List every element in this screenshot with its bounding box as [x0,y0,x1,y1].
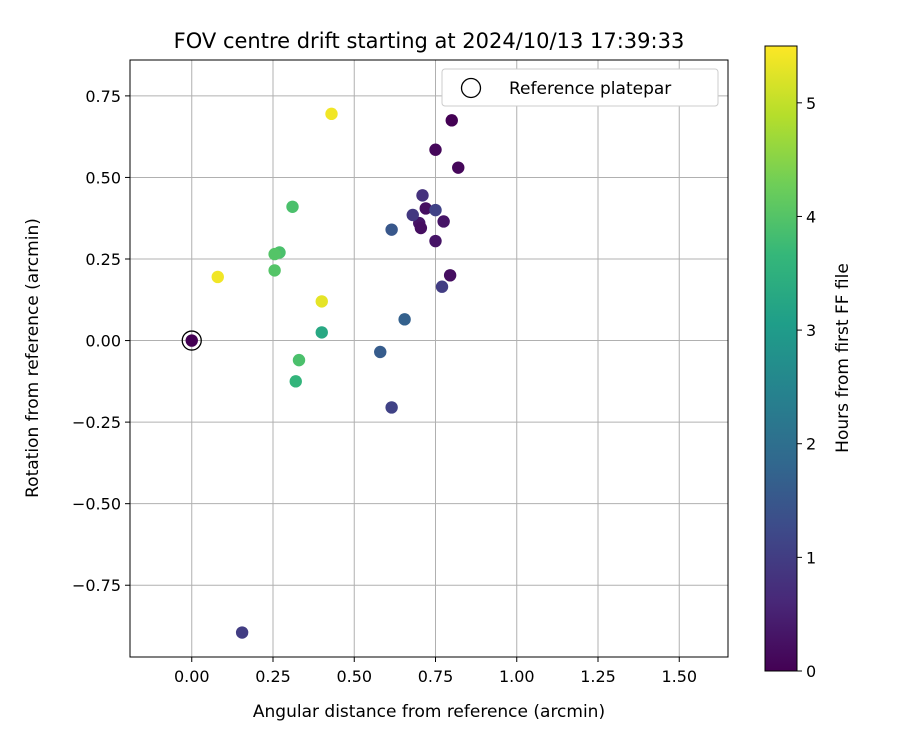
y-axis-ticks: 0.75 0.50 0.25 0.00 −0.25 −0.50 −0.75 [72,87,130,595]
colorbar-tick-label: 4 [806,207,816,226]
scatter-point [429,143,442,156]
x-tick-label: 1.50 [661,667,697,686]
x-axis-ticks: 0.00 0.25 0.50 0.75 1.00 1.25 1.50 [174,657,697,686]
reference-platepar-marker [181,330,202,351]
scatter-point [374,345,387,359]
y-axis-label: Rotation from reference (arcmin) [23,218,43,498]
legend: Reference platepar [441,68,719,107]
scatter-point [416,189,429,202]
grid-lines [130,60,728,657]
colorbar-label: Hours from first FF file [833,263,853,453]
scatter-point [315,326,328,339]
colorbar-tick-label: 3 [806,321,816,340]
colorbar-tick-label: 2 [806,435,816,454]
scatter-point [289,375,302,388]
scatter-point [385,223,398,236]
legend-entry-label: Reference platepar [509,79,671,99]
x-tick-label: 0.25 [255,667,291,686]
scatter-point [325,107,338,121]
scatter-point [286,200,299,214]
scatter-point [445,114,458,127]
scatter-point [435,280,449,293]
scatter-point [315,295,328,308]
y-tick-label: 0.50 [85,168,121,187]
colorbar-tick-label: 1 [806,548,816,567]
scatter-point [398,313,411,326]
scatter-point [406,208,419,222]
y-tick-label: 0.25 [85,250,121,269]
x-tick-label: 1.25 [580,667,616,686]
x-axis-label: Angular distance from reference (arcmin) [253,702,605,722]
y-tick-label: −0.25 [72,413,121,432]
axes-frame [129,59,729,658]
x-tick-label: 0.00 [174,667,210,686]
colorbar: 0 1 2 3 4 5 Hours from first FF file [764,45,853,681]
reference-marker [181,330,202,351]
scatter-point [437,215,450,228]
x-tick-label: 0.50 [336,667,372,686]
data-points [185,107,465,639]
y-tick-label: −0.75 [72,576,121,595]
colorbar-tick-label: 0 [806,662,816,681]
scatter-point [268,264,281,277]
chart-title: FOV centre drift starting at 2024/10/13 … [174,29,685,53]
x-tick-label: 1.00 [499,667,535,686]
scatter-point [419,202,432,215]
scatter-point [211,270,224,284]
scatter-point [443,269,457,282]
colorbar-ticks: 0 1 2 3 4 5 [797,94,816,681]
scatter-point [414,221,428,235]
scatter-point [292,353,306,367]
colorbar-tick-label: 5 [806,94,816,113]
y-tick-label: 0.75 [85,87,121,106]
scatter-point [385,401,398,414]
y-tick-label: 0.00 [85,332,121,351]
scatter-point [452,161,465,174]
scatter-point [429,203,442,217]
colorbar-gradient [764,45,798,672]
legend-box [441,68,719,107]
scatter-point [235,626,249,639]
x-tick-label: 0.75 [418,667,454,686]
y-tick-label: −0.50 [72,495,121,514]
plot-area [130,60,728,657]
scatter-point [185,334,198,347]
scatter-point [268,247,281,261]
scatter-point [429,234,442,248]
legend-marker-icon [460,77,482,99]
